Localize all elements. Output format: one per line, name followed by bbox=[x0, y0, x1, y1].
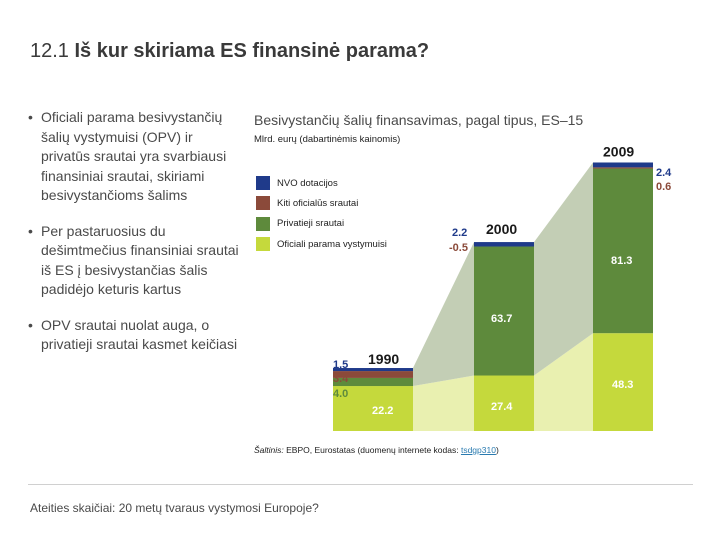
chart-subtitle: Mlrd. eurų (dabartinėmis kainomis) bbox=[254, 134, 401, 145]
legend-item-oda: Oficiali parama vystymuisi bbox=[256, 237, 387, 252]
source-suffix: ) bbox=[495, 445, 499, 455]
bullet-text: OPV srautai nuolat auga, o privatieji sr… bbox=[41, 316, 238, 353]
band-oda bbox=[534, 333, 593, 431]
title-text: Iš kur skiriama ES finansinė parama? bbox=[74, 40, 430, 62]
source-link[interactable]: tsdgp310 bbox=[460, 445, 496, 455]
value-label-private: 63.7 bbox=[491, 313, 512, 325]
legend-label: Kiti oficialūs srautai bbox=[277, 197, 359, 209]
year-label: 2000 bbox=[486, 221, 517, 237]
value-label-ngo: 2.4 bbox=[656, 167, 672, 179]
legend-label: NVO dotacijos bbox=[277, 177, 338, 189]
bullet-item: • Per pastaruosius du dešimtmečius finans… bbox=[28, 222, 243, 300]
title-number: 12.1 bbox=[30, 40, 69, 62]
value-label-private: 81.3 bbox=[611, 255, 632, 267]
bar-other-official bbox=[333, 371, 413, 378]
bullet-item: • Oficiali parama besivystančių šalių vys… bbox=[28, 108, 243, 206]
footer-divider bbox=[28, 484, 693, 485]
value-label-other-official: 3.4 bbox=[333, 373, 349, 385]
chart-title: Besivystančių šalių finansavimas, pagal … bbox=[254, 112, 584, 128]
legend-swatch bbox=[256, 216, 270, 231]
bullet-dot-icon: • bbox=[28, 316, 33, 333]
value-label-ngo: 1.5 bbox=[333, 359, 348, 371]
bullet-list: • Oficiali parama besivystančių šalių vys… bbox=[28, 108, 243, 371]
value-label-other-official: 0.6 bbox=[656, 181, 671, 193]
bullet-text: Oficiali parama besivystančių šalių vyst… bbox=[41, 109, 227, 203]
bar-ngo bbox=[593, 162, 653, 168]
value-label-oda: 27.4 bbox=[491, 401, 513, 413]
band-private bbox=[413, 242, 474, 387]
bar-oda bbox=[593, 333, 653, 431]
value-label-ngo: 2.2 bbox=[452, 227, 467, 239]
value-label-other-official: -0.5 bbox=[449, 242, 468, 254]
band-oda bbox=[413, 375, 474, 431]
bullet-item: • OPV srautai nuolat auga, o privatieji s… bbox=[28, 316, 243, 355]
legend-swatch bbox=[256, 196, 270, 211]
chart-legend: NVO dotacijos Kiti oficialūs srautai Pri… bbox=[256, 176, 387, 258]
bullet-text: Per pastaruosius du dešimtmečius finansi… bbox=[41, 222, 239, 298]
year-label: 1990 bbox=[368, 351, 399, 367]
legend-item-ngo: NVO dotacijos bbox=[256, 176, 387, 190]
value-label-oda: 22.2 bbox=[372, 405, 393, 417]
bar-private bbox=[474, 246, 534, 376]
legend-item-other-official: Kiti oficialūs srautai bbox=[256, 196, 387, 211]
legend-label: Privatieji srautai bbox=[277, 218, 345, 230]
legend-label: Oficiali parama vystymuisi bbox=[277, 238, 387, 250]
bar-other-official bbox=[593, 167, 653, 169]
source-note: Šaltinis: EBPO, Eurostatas (duomenų inte… bbox=[254, 445, 499, 455]
source-text: EBPO, Eurostatas (duomenų internete koda… bbox=[283, 445, 461, 455]
source-prefix: Šaltinis: bbox=[254, 445, 284, 455]
value-label-private: 4.0 bbox=[333, 388, 348, 400]
year-label: 2009 bbox=[603, 143, 634, 159]
bar-oda bbox=[474, 375, 534, 431]
slide-title: 12.1 Iš kur skiriama ES finansinė parama… bbox=[30, 40, 429, 63]
bullet-dot-icon: • bbox=[28, 109, 33, 125]
bar-oda bbox=[333, 386, 413, 431]
band-private bbox=[534, 162, 593, 376]
value-label-oda: 48.3 bbox=[612, 379, 633, 391]
legend-item-private: Privatieji srautai bbox=[256, 216, 387, 231]
bullet-dot-icon: • bbox=[28, 222, 33, 239]
legend-swatch bbox=[256, 176, 270, 190]
bar-private bbox=[593, 168, 653, 334]
bar-private bbox=[333, 377, 413, 387]
slide-footer: Ateities skaičiai: 20 metų tvaraus vysty… bbox=[30, 501, 319, 515]
bar-ngo bbox=[333, 368, 413, 372]
legend-swatch bbox=[256, 237, 270, 252]
bar-ngo bbox=[474, 242, 534, 247]
